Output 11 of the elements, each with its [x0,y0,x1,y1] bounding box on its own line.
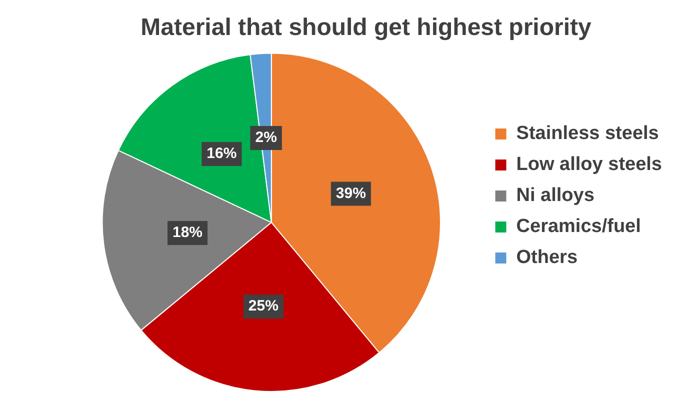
data-label: 16% [206,145,237,162]
legend-label: Low alloy steels [516,154,662,176]
legend-label: Ceramics/fuel [516,216,641,238]
legend-label: Stainless steels [516,123,659,144]
data-label: 39% [336,184,366,202]
data-label: 18% [172,224,203,242]
data-label: 2% [255,129,277,146]
legend-label: Others [516,247,578,268]
chart-title: Material that should get highest priority [140,14,592,42]
legend-label: Ni alloys [516,185,594,206]
data-label: 25% [248,298,278,315]
